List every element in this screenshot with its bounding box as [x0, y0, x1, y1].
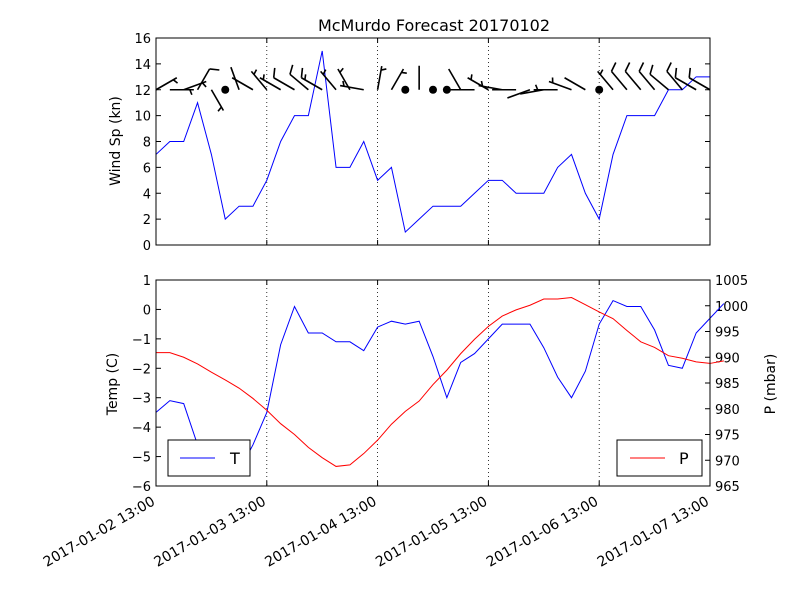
pressure-ytick-label: 1005 — [715, 274, 748, 289]
temp-ytick-label: 0 — [143, 303, 151, 318]
pressure-ytick-label: 980 — [715, 403, 740, 418]
pressure-ytick-label: 975 — [715, 429, 740, 444]
temp-ytick-label: −5 — [132, 451, 151, 466]
pressure-ytick-label: 995 — [715, 326, 740, 341]
legend-pressure-label: P — [679, 449, 689, 468]
wind-barb-calm — [443, 86, 451, 94]
wind-ytick-label: 12 — [134, 84, 151, 99]
wind-ytick-label: 6 — [143, 161, 151, 176]
legend-pressure: P — [617, 440, 702, 476]
temp-ytick-label: −4 — [132, 421, 151, 436]
temp-ytick-label: −3 — [132, 392, 151, 407]
wind-ytick-label: 2 — [143, 213, 151, 228]
pressure-ytick-label: 965 — [715, 480, 740, 495]
temperature-axis-label: Temp (C) — [105, 353, 121, 416]
wind-ytick-label: 4 — [143, 187, 151, 202]
wind-barb-calm — [429, 86, 437, 94]
wind-ytick-label: 10 — [134, 110, 151, 125]
wind-ytick-label: 16 — [134, 32, 151, 47]
temp-ytick-label: −6 — [132, 480, 151, 495]
legend-temperature: T — [168, 440, 250, 476]
wind-ytick-label: 14 — [134, 58, 151, 73]
wind-ytick-label: 0 — [143, 239, 151, 254]
wind-ytick-label: 8 — [143, 136, 151, 151]
temp-ytick-label: 1 — [143, 274, 151, 289]
legend-temperature-label: T — [229, 449, 240, 468]
pressure-ytick-label: 985 — [715, 377, 740, 392]
pressure-axis-label: P (mbar) — [763, 354, 779, 415]
wind-speed-axis-label: Wind Sp (kn) — [108, 96, 124, 186]
wind-barb-calm — [401, 86, 409, 94]
temp-ytick-label: −1 — [132, 333, 151, 348]
temp-ytick-label: −2 — [132, 362, 151, 377]
pressure-ytick-label: 990 — [715, 351, 740, 366]
wind-barb-calm — [221, 86, 229, 94]
pressure-ytick-label: 970 — [715, 454, 740, 469]
wind-barb-calm — [595, 86, 603, 94]
chart-title: McMurdo Forecast 20170102 — [318, 16, 550, 35]
